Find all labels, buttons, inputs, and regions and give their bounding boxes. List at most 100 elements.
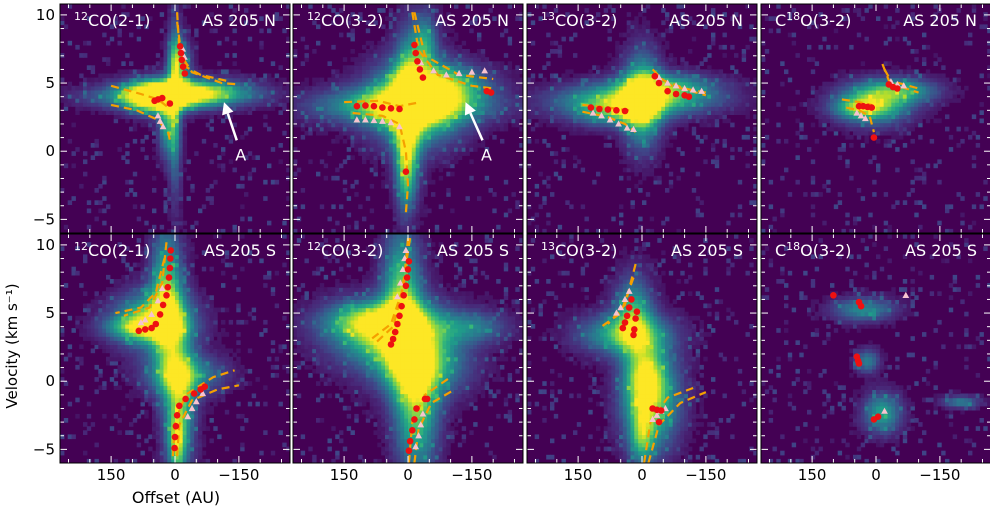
heatmap-cell xyxy=(737,110,743,115)
heatmap-cell xyxy=(400,89,405,95)
heatmap-cell xyxy=(737,102,743,107)
heatmap-cell xyxy=(434,20,440,26)
heatmap-cell xyxy=(596,12,601,17)
heatmap-cell xyxy=(492,85,497,91)
heatmap-cell xyxy=(914,57,919,62)
heatmap-cell xyxy=(186,4,191,9)
heatmap-cell xyxy=(626,94,632,99)
heatmap-cell xyxy=(75,106,80,111)
heatmap-cell xyxy=(711,40,716,46)
heatmap-cell xyxy=(373,77,378,83)
red-data-point xyxy=(396,105,403,113)
heatmap-cell xyxy=(419,28,424,34)
heatmap-cell xyxy=(645,102,651,107)
heatmap-cell xyxy=(365,94,371,99)
heatmap-cell xyxy=(400,61,405,66)
heatmap-cell xyxy=(761,228,766,233)
heatmap-cell xyxy=(741,106,747,111)
heatmap-cell xyxy=(830,106,835,111)
heatmap-cell xyxy=(745,98,750,103)
heatmap-cell xyxy=(853,69,858,75)
heatmap-cell xyxy=(914,110,919,115)
heatmap-cell xyxy=(79,102,84,107)
heatmap-cell xyxy=(109,77,115,83)
heatmap-cell xyxy=(753,183,757,189)
heatmap-cell xyxy=(584,130,589,136)
heatmap-cell xyxy=(561,98,566,103)
heatmap-cell xyxy=(431,36,436,42)
heatmap-cell xyxy=(910,69,915,75)
heatmap-cell xyxy=(542,110,547,115)
heatmap-cell xyxy=(346,110,352,115)
heatmap-cell xyxy=(730,73,735,79)
heatmap-cell xyxy=(511,81,516,87)
heatmap-cell xyxy=(388,167,394,173)
heatmap-cell xyxy=(492,208,497,214)
heatmap-cell xyxy=(90,77,96,83)
heatmap-cell xyxy=(611,65,616,70)
heatmap-cell xyxy=(392,106,398,111)
heatmap-cell xyxy=(396,61,401,66)
heatmap-cell xyxy=(159,85,165,91)
heatmap-cell xyxy=(438,16,444,21)
heatmap-cell xyxy=(86,94,92,99)
heatmap-cell xyxy=(665,134,670,140)
heatmap-cell xyxy=(860,85,866,91)
pink-triangle-point xyxy=(468,68,476,75)
heatmap-cell xyxy=(496,81,501,87)
heatmap-cell xyxy=(175,57,180,62)
heatmap-cell xyxy=(634,53,639,58)
heatmap-cell xyxy=(411,138,417,144)
heatmap-cell xyxy=(688,81,693,87)
heatmap-cell xyxy=(385,126,390,132)
heatmap-cell xyxy=(465,122,470,128)
heatmap-cell xyxy=(887,61,892,66)
heatmap-cell xyxy=(175,143,180,148)
heatmap-cell xyxy=(255,85,260,91)
heatmap-cell xyxy=(163,200,168,205)
heatmap-cell xyxy=(442,163,447,169)
heatmap-cell xyxy=(450,122,455,128)
heatmap-cell xyxy=(125,151,130,156)
heatmap-cell xyxy=(906,110,912,115)
heatmap-cell xyxy=(427,179,432,185)
heatmap-cell xyxy=(902,200,908,205)
heatmap-cell xyxy=(653,44,658,50)
heatmap-cell xyxy=(205,77,211,83)
heatmap-cell xyxy=(542,114,547,120)
heatmap-cell xyxy=(354,98,359,103)
heatmap-cell xyxy=(450,73,455,79)
heatmap-cell xyxy=(515,94,520,99)
heatmap-cell xyxy=(331,85,336,91)
heatmap-cell xyxy=(339,106,344,111)
heatmap-cell xyxy=(327,118,332,124)
heatmap-cell xyxy=(477,110,482,115)
heatmap-cell xyxy=(404,179,409,185)
heatmap-cell xyxy=(167,147,172,152)
heatmap-cell xyxy=(741,77,747,83)
heatmap-cell xyxy=(550,81,555,87)
heatmap-cell xyxy=(538,73,543,79)
heatmap-cell xyxy=(807,106,812,111)
heatmap-cell xyxy=(872,155,877,160)
heatmap-cell xyxy=(209,159,214,165)
heatmap-cell xyxy=(365,130,371,136)
heatmap-cell xyxy=(129,73,134,79)
heatmap-cell xyxy=(365,40,371,46)
heatmap-cell xyxy=(331,110,336,115)
heatmap-cell xyxy=(342,85,348,91)
heatmap-cell xyxy=(178,16,184,21)
heatmap-cell xyxy=(642,57,647,62)
heatmap-cell xyxy=(899,110,904,115)
heatmap-cell xyxy=(484,61,490,66)
heatmap-cell xyxy=(300,118,306,124)
heatmap-cell xyxy=(377,85,382,91)
heatmap-cell xyxy=(308,106,313,111)
heatmap-cell xyxy=(503,94,509,99)
heatmap-cell xyxy=(423,44,428,50)
heatmap-cell xyxy=(411,57,417,62)
heatmap-cell xyxy=(323,102,329,107)
heatmap-cell xyxy=(365,147,371,152)
heatmap-cell xyxy=(649,167,655,173)
heatmap-cell xyxy=(350,138,355,144)
